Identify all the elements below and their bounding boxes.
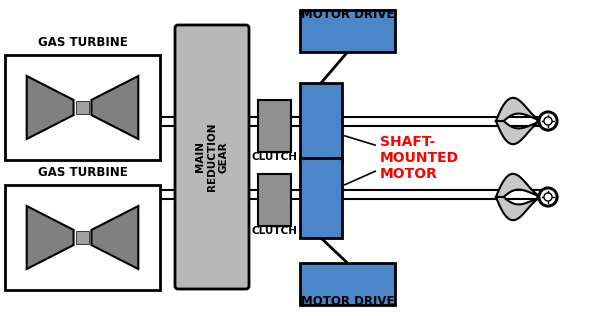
Circle shape <box>539 188 557 206</box>
Polygon shape <box>496 98 546 121</box>
Circle shape <box>539 112 557 130</box>
Text: MOTOR DRIVE: MOTOR DRIVE <box>301 8 394 21</box>
Circle shape <box>544 193 552 201</box>
Text: GAS TURBINE: GAS TURBINE <box>38 35 127 48</box>
Bar <box>258 174 291 226</box>
Bar <box>76 231 89 244</box>
Polygon shape <box>496 121 546 144</box>
Text: MAIN
REDUCTION
GEAR: MAIN REDUCTION GEAR <box>195 123 228 191</box>
Bar <box>300 263 395 305</box>
Bar <box>76 101 89 114</box>
Bar <box>300 158 342 238</box>
Bar <box>5 185 160 290</box>
Text: CLUTCH: CLUTCH <box>251 226 297 236</box>
Bar <box>300 10 395 52</box>
Polygon shape <box>27 206 74 269</box>
FancyBboxPatch shape <box>175 25 249 289</box>
Circle shape <box>544 117 552 125</box>
Bar <box>300 83 342 163</box>
Text: GAS TURBINE: GAS TURBINE <box>38 166 127 179</box>
Polygon shape <box>91 76 138 139</box>
Bar <box>5 55 160 160</box>
Polygon shape <box>496 197 546 220</box>
Polygon shape <box>496 174 546 197</box>
Circle shape <box>544 193 552 201</box>
Circle shape <box>544 117 552 125</box>
Polygon shape <box>91 206 138 269</box>
Text: SHAFT-
MOUNTED
MOTOR: SHAFT- MOUNTED MOTOR <box>380 135 459 181</box>
Circle shape <box>539 188 557 206</box>
Text: CLUTCH: CLUTCH <box>251 152 297 162</box>
Circle shape <box>539 112 557 130</box>
Bar <box>258 100 291 152</box>
Text: MOTOR DRIVE: MOTOR DRIVE <box>301 295 394 308</box>
Polygon shape <box>27 76 74 139</box>
